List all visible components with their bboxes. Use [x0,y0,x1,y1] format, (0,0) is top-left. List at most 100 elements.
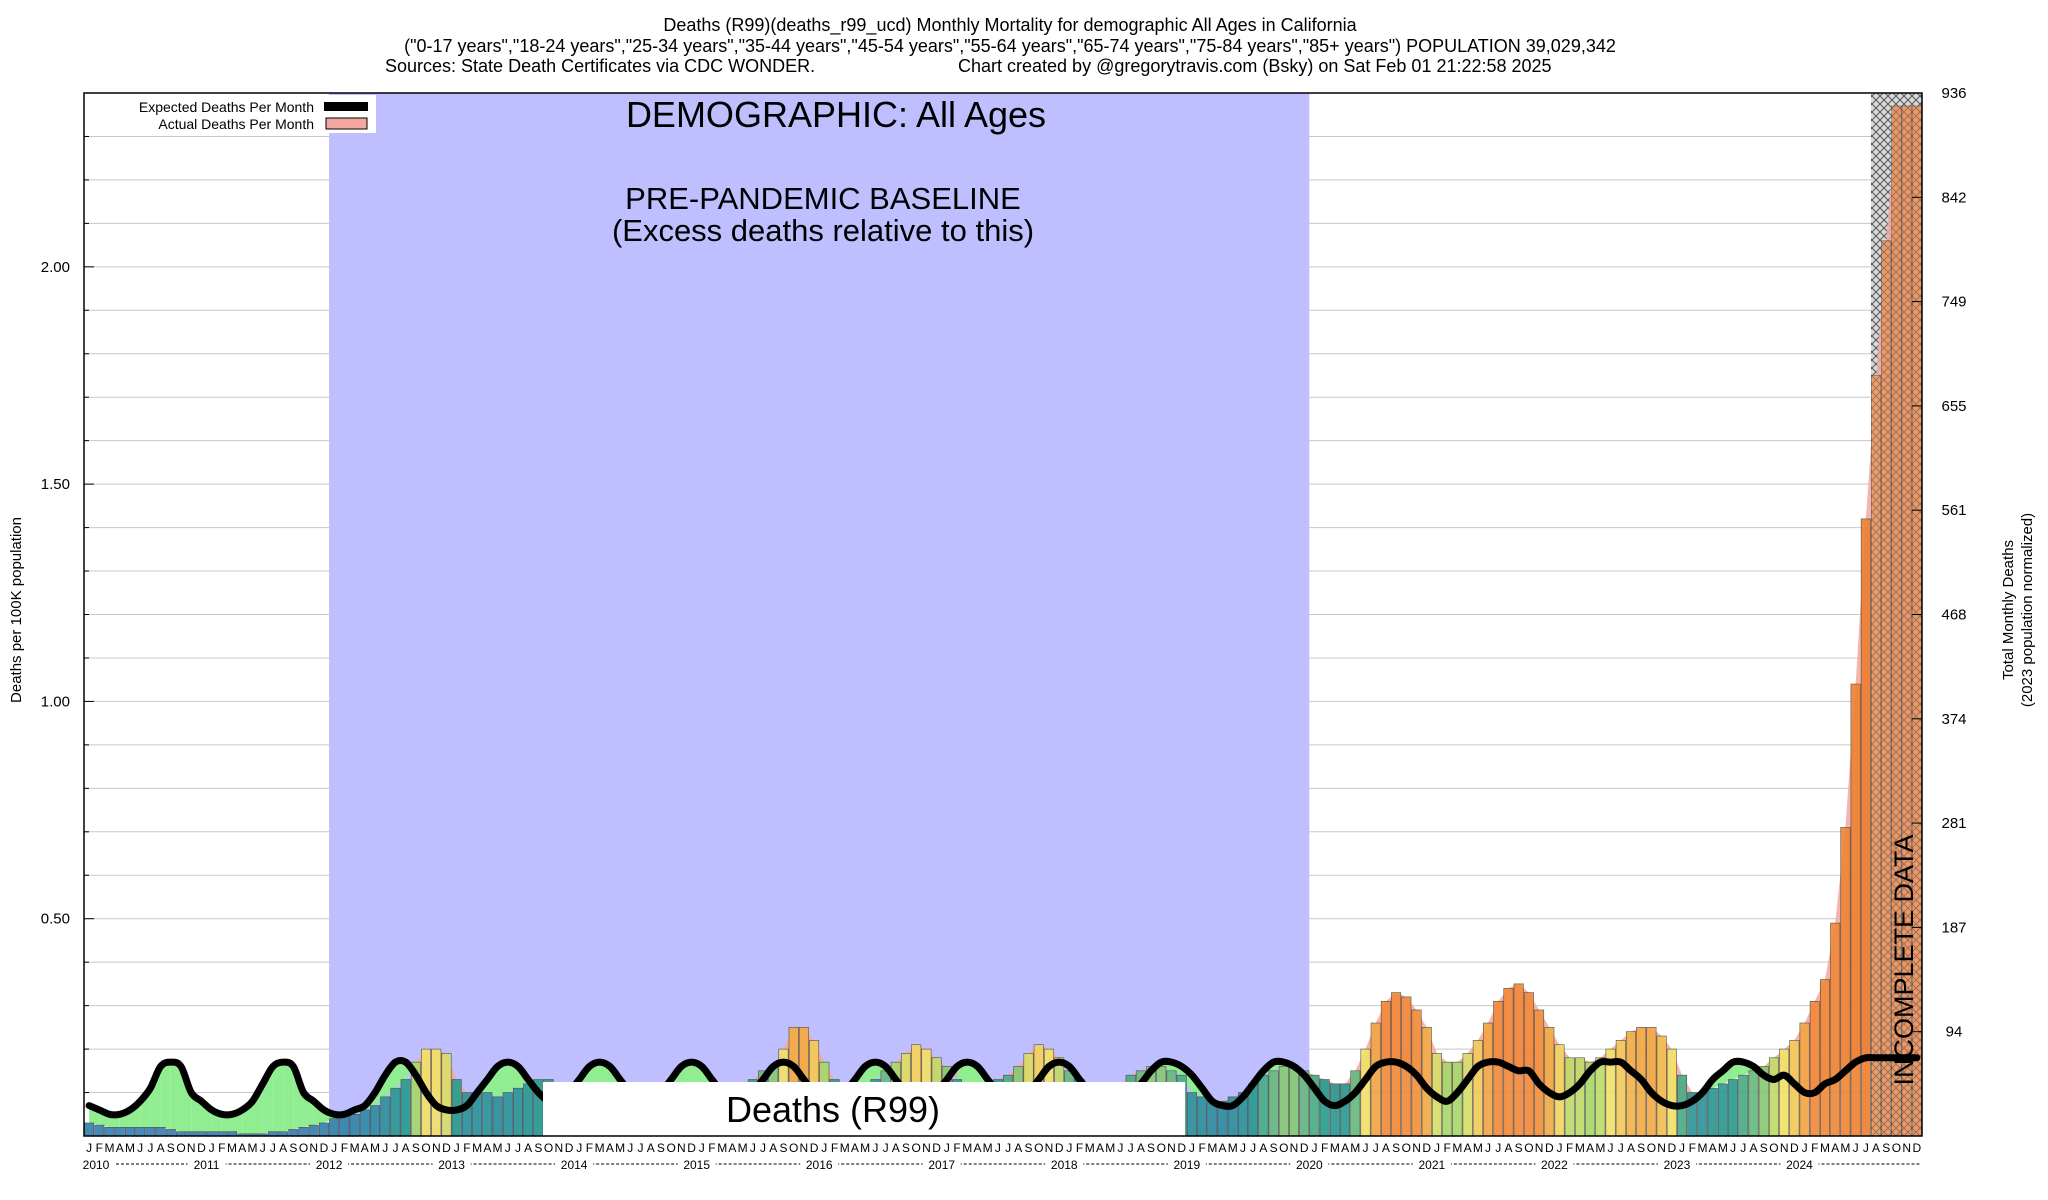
actual-bar [523,1083,534,1137]
x-month-label: S [534,1141,542,1155]
actual-bar [135,1127,146,1137]
x-year-label-bg [677,1157,716,1171]
x-year-label-bg [922,1157,961,1171]
x-year-label-bg [1412,1157,1451,1171]
actual-bar [1329,1083,1340,1137]
actual-bar [1544,1027,1555,1137]
chart-sources: Sources: State Death Certificates via CD… [385,56,815,76]
x-month-label: J [1495,1141,1501,1155]
x-month-label: A [1627,1141,1635,1155]
x-month-label: M [717,1141,727,1155]
actual-bar [1799,1022,1810,1137]
x-month-label: F [708,1141,715,1155]
x-month-label: A [1709,1141,1717,1155]
x-month-label: J [1730,1141,1736,1155]
x-year-label: 2010 [83,1158,110,1172]
x-month-label: S [1025,1141,1033,1155]
x-month-label: A [1096,1141,1104,1155]
actual-bar [94,1124,105,1137]
y2-tick-label: 468 [1941,607,1966,624]
actual-bar [288,1129,299,1137]
baseline-label: PRE-PANDEMIC BASELINE [625,181,1021,216]
x-year-label-bg [432,1157,471,1171]
x-month-label: A [851,1141,859,1155]
x-month-label: J [760,1141,766,1155]
x-month-label: A [116,1141,124,1155]
x-month-label: N [1167,1141,1176,1155]
x-month-label: D [1300,1141,1309,1155]
x-month-label: D [320,1141,329,1155]
actual-bar [1728,1079,1739,1137]
x-month-label: J [1802,1141,1808,1155]
x-month-label: N [1657,1141,1666,1155]
below-expected-area [221,1114,233,1132]
actual-bar [1472,1040,1483,1137]
x-year-label: 2013 [438,1158,465,1172]
below-expected-area [283,1062,294,1132]
x-month-label: D [442,1141,451,1155]
x-month-label: M [1820,1141,1830,1155]
x-year-label: 2014 [561,1158,588,1172]
x-month-label: S [1270,1141,1278,1155]
x-month-label: J [270,1141,276,1155]
x-month-label: F [1321,1141,1328,1155]
x-month-label: A [892,1141,900,1155]
actual-bar [1840,827,1851,1137]
x-month-label: A [238,1141,246,1155]
x-month-label: O [1157,1141,1166,1155]
y2-axis-label: Total Monthly Deaths [2000,540,2017,680]
x-month-label: J [1863,1141,1869,1155]
x-month-label: F [1198,1141,1205,1155]
x-month-label: J [883,1141,889,1155]
incomplete-bar-hatch [1881,240,1891,1137]
x-month-label: O [1769,1141,1778,1155]
actual-bar [502,1092,513,1137]
below-expected-area [507,1062,518,1093]
x-month-label: J [1005,1141,1011,1155]
x-month-label: J [1485,1141,1491,1155]
x-month-label: J [505,1141,511,1155]
x-year-label-bg [310,1157,349,1171]
x-month-label: A [1219,1141,1227,1155]
x-month-label: J [1250,1141,1256,1155]
below-expected-area [252,1083,263,1134]
x-month-label: D [932,1141,941,1155]
x-month-label: N [1045,1141,1054,1155]
y2-tick-label: 655 [1941,398,1966,415]
cause-label-box [543,1082,1185,1136]
incomplete-data-label: INCOMPLETE DATA [1889,834,1919,1085]
x-year-label-bg [77,1157,115,1171]
below-expected-area [1181,1066,1192,1093]
x-month-label: F [218,1141,225,1155]
y-axis-right: 94 187 281 374 468 561 655 749 842 936 [1912,85,1967,1041]
actual-bar [1768,1057,1779,1137]
x-month-label: J [995,1141,1001,1155]
x-month-label: D [565,1141,574,1155]
actual-bar [359,1109,370,1137]
actual-bar [1646,1027,1657,1137]
x-month-label: A [524,1141,532,1155]
actual-bar [1534,1009,1545,1137]
x-month-label: A [606,1141,614,1155]
y2-axis-sublabel: (2023 population normalized) [2019,513,2036,707]
x-month-label: A [1382,1141,1390,1155]
x-year-label-bg [555,1157,594,1171]
x-month-label: A [973,1141,981,1155]
x-month-label: O [1892,1141,1901,1155]
actual-bar [1278,1066,1289,1137]
y2-tick-label: 281 [1941,815,1966,832]
x-month-label: J [944,1141,950,1155]
actual-bar [155,1127,166,1137]
y2-tick-label: 936 [1941,85,1966,102]
x-month-label: A [1586,1141,1594,1155]
x-month-label: A [1464,1141,1472,1155]
x-month-label: A [1750,1141,1758,1155]
x-year-label-bg [1657,1157,1696,1171]
legend-expected-label: Expected Deaths Per Month [139,99,314,115]
x-month-label: F [1811,1141,1818,1155]
x-month-label: J [872,1141,878,1155]
x-month-label: J [137,1141,143,1155]
x-month-label: N [1412,1141,1421,1155]
x-month-label: M [1452,1141,1462,1155]
